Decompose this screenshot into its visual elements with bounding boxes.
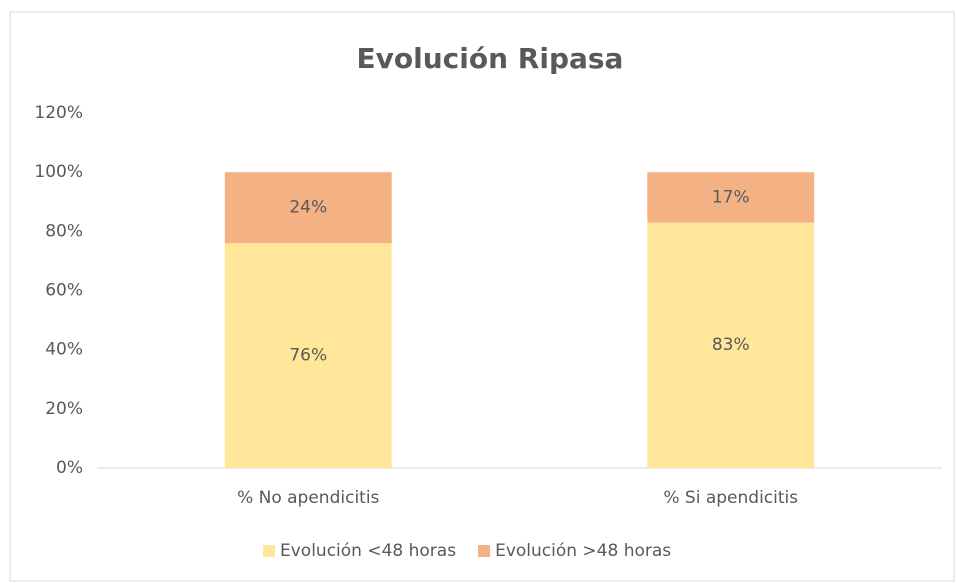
y-tick-label: 100% — [34, 162, 83, 182]
legend-label: Evolución >48 horas — [495, 541, 671, 561]
x-tick-label: % No apendicitis — [237, 488, 379, 508]
y-tick-label: 20% — [45, 399, 83, 419]
y-tick-label: 40% — [45, 340, 83, 360]
data-label: 76% — [289, 346, 327, 366]
bar-segment — [647, 172, 815, 223]
y-tick-label: 80% — [45, 221, 83, 241]
y-tick-label: 120% — [34, 103, 83, 123]
data-label: 83% — [712, 335, 750, 355]
bar-segment — [224, 243, 392, 468]
bar-segment — [647, 222, 815, 468]
x-tick-label: % Si apendicitis — [663, 488, 798, 508]
legend-label: Evolución <48 horas — [280, 541, 456, 561]
chart-title: Evolución Ripasa — [357, 42, 624, 75]
data-label: 17% — [712, 187, 750, 207]
legend-swatch — [478, 545, 491, 557]
data-label: 24% — [289, 198, 327, 218]
legend-swatch — [263, 545, 275, 557]
y-tick-label: 60% — [45, 281, 83, 301]
bar-segment — [224, 172, 392, 244]
y-tick-label: 0% — [56, 458, 83, 478]
